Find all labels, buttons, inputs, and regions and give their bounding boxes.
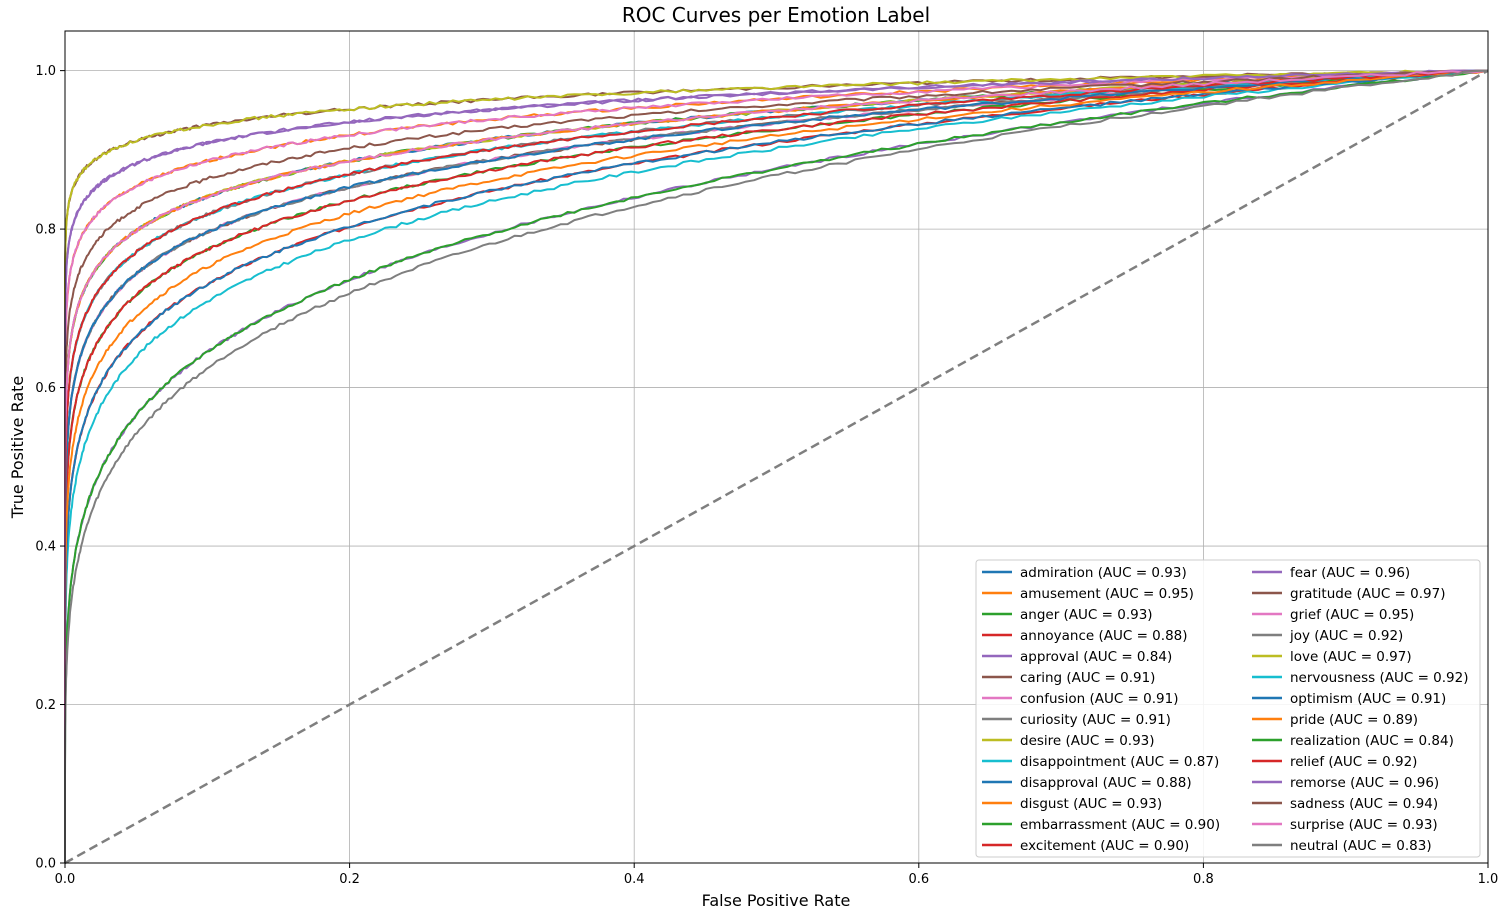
legend-label: excitement (AUC = 0.90) <box>1020 838 1189 854</box>
legend-label: gratitude (AUC = 0.97) <box>1290 586 1445 602</box>
roc-curve-realization <box>64 69 1489 863</box>
y-tick-label: 1.0 <box>35 64 56 79</box>
legend-label: admiration (AUC = 0.93) <box>1020 565 1187 581</box>
axis-ticks: 0.0 0.2 0.4 0.6 0.8 1.0 0.0 0.2 0.4 0.6 0.8 1.0 <box>35 64 1498 887</box>
roc-curve-neutral <box>64 69 1489 863</box>
legend-label: optimism (AUC = 0.91) <box>1290 691 1446 707</box>
legend-label: pride (AUC = 0.89) <box>1290 712 1418 728</box>
x-tick-label: 0.0 <box>55 872 76 887</box>
x-tick-label: 0.8 <box>1193 872 1214 887</box>
roc-curve-sadness <box>64 69 1489 863</box>
y-tick-label: 0.8 <box>35 223 56 238</box>
legend-label: anger (AUC = 0.93) <box>1020 607 1153 623</box>
x-tick-label: 1.0 <box>1478 872 1499 887</box>
y-tick-label: 0.0 <box>35 857 56 872</box>
plot-frame <box>64 30 1489 864</box>
roc-curve-optimism <box>64 69 1489 863</box>
roc-curve-disapproval <box>64 69 1489 863</box>
legend: admiration (AUC = 0.93) amusement (AUC = … <box>975 559 1481 858</box>
legend-label: confusion (AUC = 0.91) <box>1020 691 1178 707</box>
legend-label: curiosity (AUC = 0.91) <box>1020 712 1171 728</box>
legend-label: love (AUC = 0.97) <box>1290 649 1412 665</box>
chance-diagonal <box>64 69 1489 865</box>
roc-curve-grief <box>64 69 1488 863</box>
legend-label: fear (AUC = 0.96) <box>1290 565 1410 581</box>
y-tick-label: 0.6 <box>35 381 56 396</box>
legend-label: annoyance (AUC = 0.88) <box>1020 628 1188 644</box>
y-tick-label: 0.4 <box>35 540 56 555</box>
legend-label: remorse (AUC = 0.96) <box>1290 775 1439 791</box>
legend-label: sadness (AUC = 0.94) <box>1290 796 1438 812</box>
x-tick-label: 0.2 <box>339 872 360 887</box>
legend-label: grief (AUC = 0.95) <box>1290 607 1414 623</box>
legend-label: desire (AUC = 0.93) <box>1020 733 1155 749</box>
legend-label: realization (AUC = 0.84) <box>1290 733 1454 749</box>
x-axis-label: False Positive Rate <box>702 891 851 909</box>
legend-label: approval (AUC = 0.84) <box>1020 649 1172 665</box>
legend-label: amusement (AUC = 0.95) <box>1020 586 1194 602</box>
legend-label: surprise (AUC = 0.93) <box>1290 817 1438 833</box>
chart-title: ROC Curves per Emotion Label <box>622 3 930 27</box>
y-axis-label: True Positive Rate <box>8 376 27 520</box>
roc-curve-disappointment <box>64 69 1489 863</box>
legend-label: joy (AUC = 0.92) <box>1289 628 1403 644</box>
y-tick-label: 0.2 <box>35 698 56 713</box>
legend-label: nervousness (AUC = 0.92) <box>1290 670 1469 686</box>
roc-curve-surprise <box>64 69 1489 863</box>
x-tick-label: 0.6 <box>908 872 929 887</box>
roc-curve-relief <box>64 69 1489 863</box>
roc-curves <box>64 69 1489 863</box>
roc-curve-pride <box>64 69 1489 863</box>
roc-curve-excitement <box>64 69 1488 863</box>
legend-label: disapproval (AUC = 0.88) <box>1020 775 1192 791</box>
legend-label: disgust (AUC = 0.93) <box>1020 796 1162 812</box>
legend-label: caring (AUC = 0.91) <box>1020 670 1155 686</box>
legend-label: neutral (AUC = 0.83) <box>1290 838 1432 854</box>
roc-curve-remorse <box>64 69 1488 863</box>
legend-box <box>975 559 1481 858</box>
x-tick-label: 0.4 <box>624 872 645 887</box>
roc-curve-love <box>64 69 1489 863</box>
legend-label: relief (AUC = 0.92) <box>1290 754 1417 770</box>
legend-label: disappointment (AUC = 0.87) <box>1020 754 1219 770</box>
legend-label: embarrassment (AUC = 0.90) <box>1020 817 1220 833</box>
